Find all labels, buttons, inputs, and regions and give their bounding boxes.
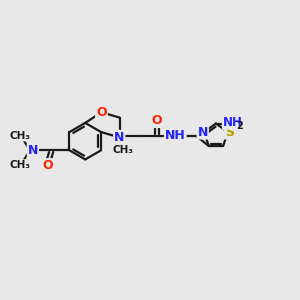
Text: N: N bbox=[114, 131, 124, 144]
Text: N: N bbox=[28, 144, 38, 157]
Text: CH₃: CH₃ bbox=[9, 160, 30, 170]
Text: S: S bbox=[225, 125, 234, 139]
Text: O: O bbox=[42, 159, 53, 172]
Text: CH₃: CH₃ bbox=[9, 130, 30, 141]
Text: O: O bbox=[96, 106, 107, 119]
Text: 2: 2 bbox=[237, 121, 244, 131]
Text: CH₃: CH₃ bbox=[112, 145, 133, 155]
Text: N: N bbox=[197, 125, 208, 139]
Text: NH: NH bbox=[223, 116, 243, 129]
Text: O: O bbox=[152, 114, 162, 127]
Text: NH: NH bbox=[165, 129, 186, 142]
